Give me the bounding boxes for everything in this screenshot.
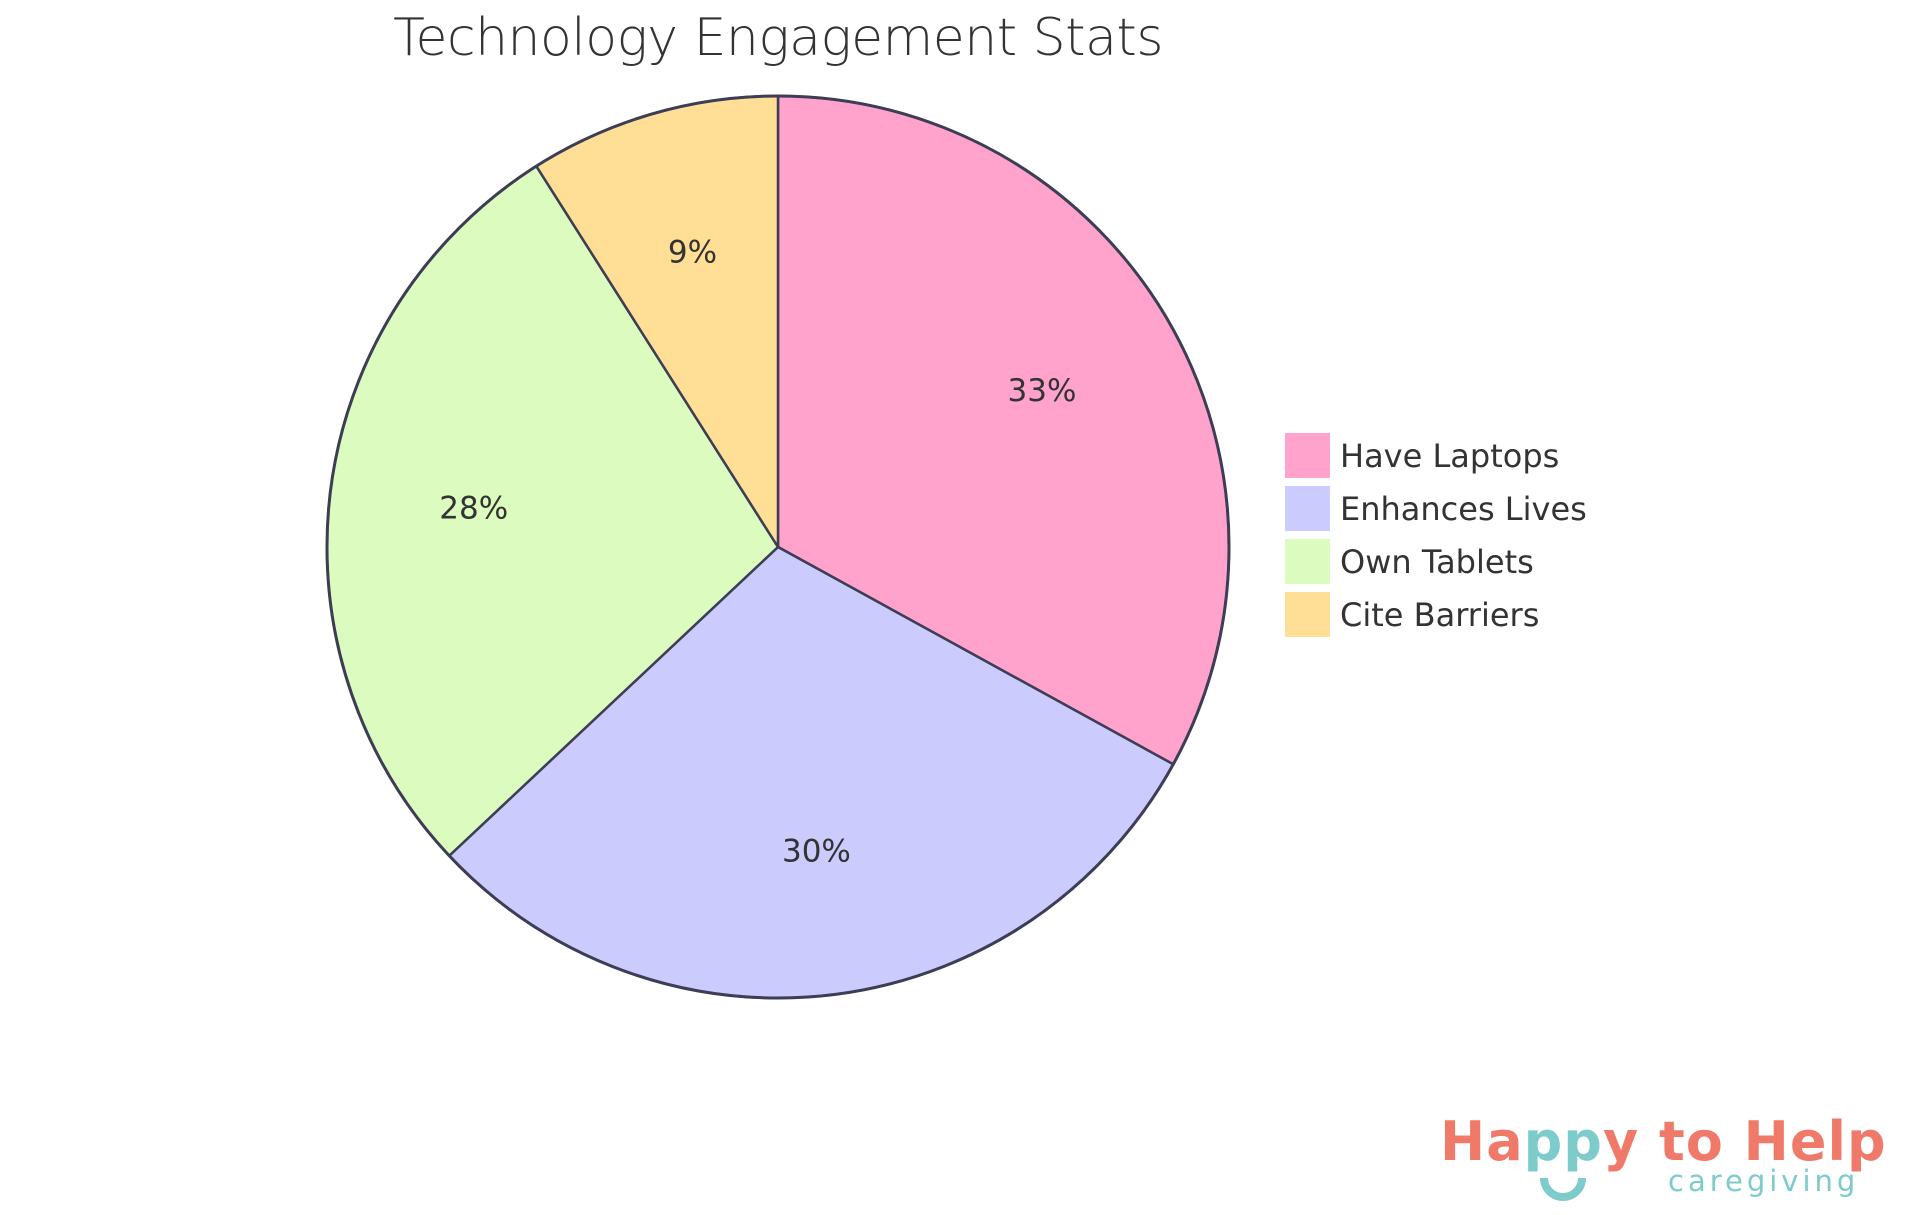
- legend-item-own-tablets: Own Tablets: [1285, 539, 1587, 584]
- legend-swatch: [1285, 539, 1330, 584]
- slice-label: 33%: [1008, 373, 1077, 409]
- slice-label: 30%: [782, 833, 851, 869]
- legend-swatch: [1285, 486, 1330, 531]
- legend-item-have-laptops: Have Laptops: [1285, 433, 1587, 478]
- slice-label: 28%: [439, 491, 508, 527]
- logo-text-part3: y to Help: [1602, 1110, 1887, 1173]
- logo-text-part1: Ha: [1440, 1110, 1524, 1173]
- logo-wordmark: Happy to Help: [1440, 1112, 1887, 1172]
- legend: Have Laptops Enhances Lives Own Tablets …: [1285, 433, 1587, 645]
- slice-label: 9%: [668, 234, 717, 270]
- smile-icon: [1540, 1177, 1586, 1201]
- legend-label: Have Laptops: [1340, 436, 1560, 475]
- legend-label: Cite Barriers: [1340, 595, 1540, 634]
- brand-logo: Happy to Help caregiving: [1440, 1112, 1900, 1212]
- legend-item-enhances-lives: Enhances Lives: [1285, 486, 1587, 531]
- pie-outline: [325, 94, 1231, 1000]
- logo-text-part2: pp: [1523, 1110, 1603, 1173]
- legend-swatch: [1285, 433, 1330, 478]
- logo-subtitle: caregiving: [1668, 1164, 1860, 1198]
- chart-title: Technology Engagement Stats: [393, 8, 1163, 68]
- legend-swatch: [1285, 592, 1330, 637]
- legend-label: Own Tablets: [1340, 542, 1534, 581]
- legend-item-cite-barriers: Cite Barriers: [1285, 592, 1587, 637]
- legend-label: Enhances Lives: [1340, 489, 1587, 528]
